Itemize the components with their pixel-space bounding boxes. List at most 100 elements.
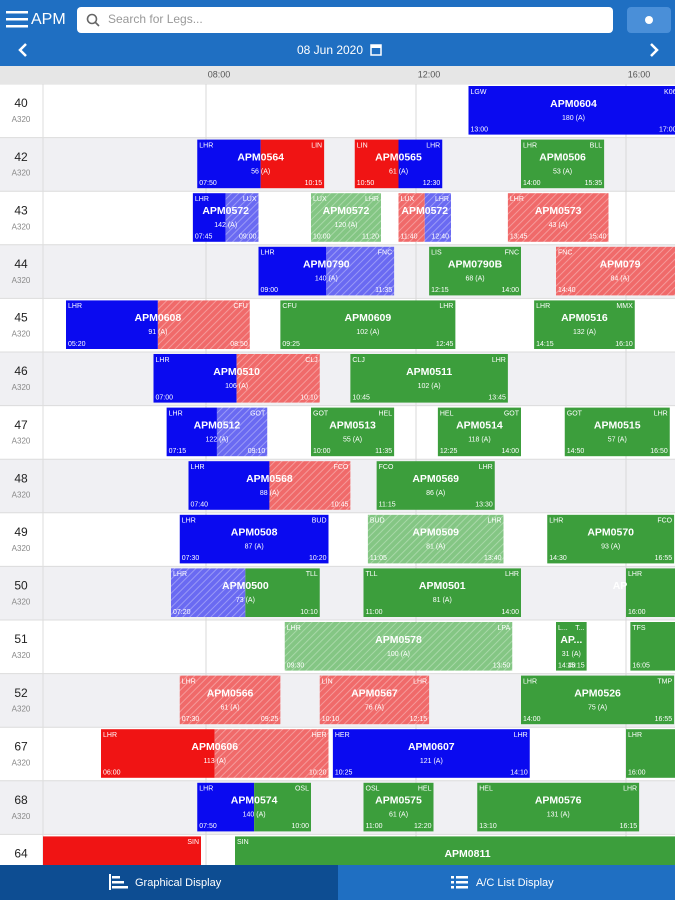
leg[interactable]: TLL LHR APM0501 81 (A) 11:00 14:00 [363,568,522,617]
leg-origin: LUX [313,196,327,203]
leg[interactable]: LHR FCO APM0568 88 (A) 07:40 10:45 [188,461,351,510]
leg-dep: 13:00 [471,126,489,133]
leg[interactable]: LHR GOT APM0512 122 (A) 07:15 09:10 [166,407,268,457]
leg-segment [66,300,158,349]
leg-arr: 15:15 [567,662,585,669]
leg-origin: LHR [536,303,550,310]
tab-graphical[interactable] [0,865,338,900]
leg[interactable]: FNC APM079 84 (A) 14:40 [556,246,675,296]
leg-flight: APM0790B [448,259,503,271]
leg-arr: 16:50 [650,448,668,455]
leg-arr: 12:45 [436,341,454,348]
leg[interactable]: LHR LPA APM0578 100 (A) 09:30 13:50 [284,622,513,671]
leg[interactable]: LHR LIN APM0564 56 (A) 07:50 10:15 [197,139,325,189]
leg-arr: 11:35 [375,287,392,294]
leg[interactable]: LIN LHR APM0567 76 (A) 10:10 12:15 [319,675,430,725]
leg[interactable]: HEL LHR APM0576 131 (A) 13:10 16:15 [477,782,640,832]
leg-segment [43,836,201,865]
time-header [0,66,675,84]
leg-flight: APM0790 [303,259,350,271]
leg[interactable]: LHR FNC APM0790 140 (A) 09:00 11:35 [258,246,395,296]
leg-pax: 43 (A) [549,222,568,229]
menu-button[interactable] [6,11,28,28]
leg-pax: 81 (A) [426,544,445,551]
calendar-icon[interactable] [370,44,382,56]
tab-list[interactable] [338,865,675,900]
leg-segment [376,461,495,510]
next-day[interactable] [650,43,659,57]
leg-dep: 07:00 [156,394,174,401]
leg[interactable]: LHR HER APM0606 113 (A) 06:00 10:20 [101,729,329,778]
leg-segment [216,407,268,457]
leg[interactable]: LHR APM0573 43 (A) 13:45 15:40 [507,193,609,242]
leg-origin: LHR [287,625,301,632]
leg[interactable]: CLJ LHR APM0511 102 (A) 10:45 13:45 [350,354,508,403]
leg-dep: 12:15 [431,287,449,294]
leg[interactable]: BUD LHR APM0509 81 (A) 11:05 13:40 [367,514,504,564]
leg[interactable]: HER LHR APM0607 121 (A) 10:25 14:10 [332,729,530,778]
leg[interactable]: TFS 16:05 [630,622,675,671]
leg[interactable]: LHR BLL APM0506 53 (A) 14:00 15:35 [521,139,605,189]
leg-pax: 142 (A) [214,222,237,229]
leg-flight: APM0811 [444,848,490,860]
leg-destination: LHR [435,196,449,203]
leg-pax: 31 (A) [562,651,581,658]
leg-arr: 17:00 [659,126,675,133]
leg-arr: 10:10 [300,394,318,401]
leg-segment [468,86,675,135]
leg-pax: 87 (A) [245,544,264,551]
leg[interactable]: CFU LHR APM0609 102 (A) 09:25 12:45 [280,300,456,349]
leg[interactable]: LGW K06 APM0604 180 (A) 13:00 17:00 [468,86,675,135]
leg-arr: 12:15 [410,716,428,723]
leg[interactable]: LHR OSL APM0574 140 (A) 07:50 10:00 [197,782,311,832]
search-box[interactable] [77,7,613,33]
leg[interactable]: LHR LUX APM0572 142 (A)07:45 09:00 [192,193,259,242]
leg[interactable]: LHR CFU APM0608 91 (A) 05:20 08:50 [66,300,250,349]
leg-origin: HEL [440,410,454,417]
leg[interactable]: LUX LHR APM0572 120 (A) 10:00 11:20 [311,193,381,242]
leg-pax: 122 (A) [205,436,228,443]
leg-segment [311,193,381,242]
leg[interactable]: OSL HEL APM0575 61 (A) 11:00 12:20 [363,782,434,832]
leg[interactable]: LIN LHR APM0565 61 (A) 10:50 12:30 [354,139,443,189]
leg[interactable]: LHR CLJ APM0510 106 (A) 07:00 10:10 [153,354,320,403]
leg[interactable]: LHR BUD APM0508 87 (A) 07:30 10:20 [179,514,329,564]
leg-dep: 16:00 [628,770,646,777]
leg-arr: 09:10 [248,448,266,455]
leg-pax: 68 (A) [466,276,485,283]
leg-pax: 76 (A) [365,704,384,711]
leg[interactable]: GOT LHR APM0515 57 (A) 14:50 16:50 [564,407,670,457]
leg[interactable]: FCO LHR APM0569 86 (A) 11:15 13:30 [376,461,495,510]
leg-destination: LUX [243,196,257,203]
leg-pax: 61 (A) [389,168,408,175]
leg[interactable]: LHR APM0566 61 (A) 07:30 09:25 [179,675,281,725]
leg[interactable]: LUX LHR APM0572 11:40 12:40 [398,193,452,242]
prev-day[interactable] [18,43,27,57]
leg-arr: 11:35 [375,448,392,455]
leg[interactable]: LHR TLL APM0500 73 (A) 07:20 10:10 [171,568,320,617]
leg-dep: 14:50 [567,448,585,455]
aircraft-type: A320 [12,330,31,339]
leg[interactable]: LHR TMP APM0526 75 (A) 14:00 16:55 [521,675,675,725]
leg[interactable]: SIN [43,836,201,885]
leg-origin: LHR [195,196,209,203]
leg-dep: 07:45 [195,234,213,241]
leg[interactable]: LHR MMX APM0516 132 (A) 14:15 16:10 [534,300,635,349]
leg-destination: LHR [505,571,519,578]
leg[interactable]: LHR FCO APM0570 93 (A) 14:30 16:55 [547,514,675,564]
leg[interactable]: SIN APM0811 [235,836,675,885]
date[interactable]: 08 Jun 2020 [297,43,363,57]
gantt: 40 A320 42 A320 43 A320 44 A320 45 A320 46 A320 47 A3… [0,83,675,888]
leg-destination: MMX [616,303,633,310]
leg-segment [521,139,605,189]
leg-segment [507,193,609,242]
leg-flight: APM0574 [231,795,278,807]
leg[interactable]: LHR 16:00 [626,729,675,778]
